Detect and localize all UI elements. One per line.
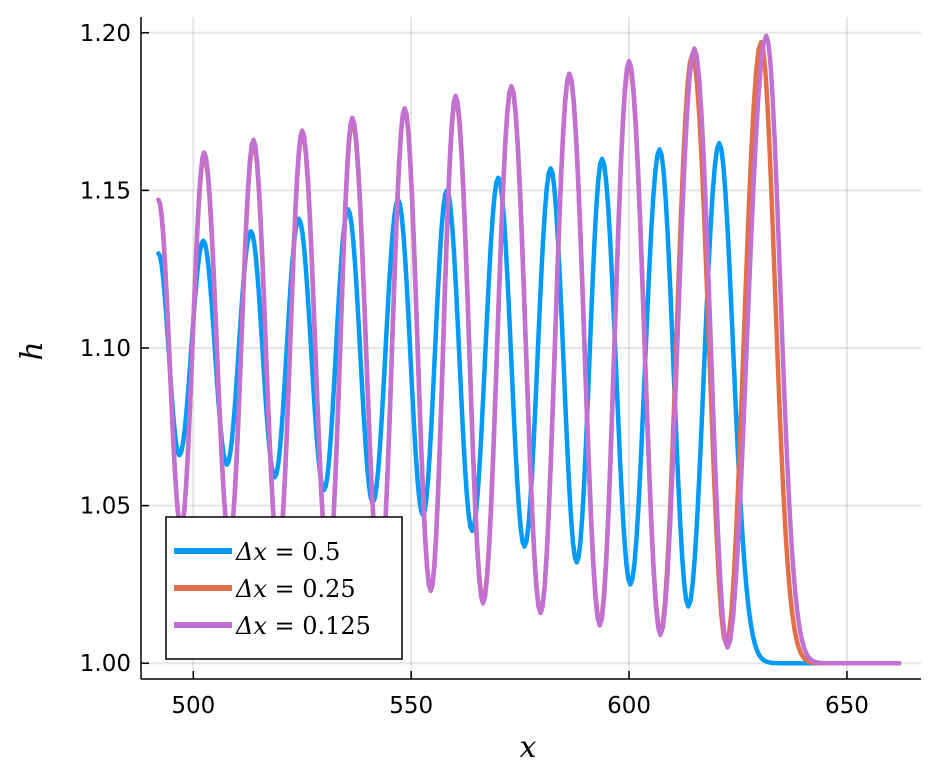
series-line [156, 33, 902, 666]
legend-label: Δx = 0.25 [235, 575, 356, 603]
y-tick-label: 1.05 [80, 494, 131, 520]
x-tick-label: 600 [607, 693, 651, 719]
y-tick-label: 1.00 [80, 651, 131, 677]
legend: Δx = 0.5 Δx = 0.25 Δx = 0.125 [165, 516, 403, 660]
x-tick-label: 550 [389, 693, 433, 719]
x-axis-label: x [520, 730, 537, 765]
x-tick-label: 500 [171, 693, 215, 719]
tick-labels: 500 550 600 650 1.00 1.05 1.10 1.15 1.20 [80, 21, 869, 719]
y-tick-label: 1.15 [80, 178, 131, 204]
y-tick-label: 1.20 [80, 21, 131, 47]
legend-label: Δx = 0.125 [235, 612, 371, 640]
axes [140, 17, 921, 680]
y-axis-label: h [15, 341, 50, 360]
x-tick-label: 650 [825, 693, 869, 719]
y-tick-label: 1.10 [80, 336, 131, 362]
plot-area [156, 33, 902, 666]
legend-label: Δx = 0.5 [235, 538, 340, 566]
